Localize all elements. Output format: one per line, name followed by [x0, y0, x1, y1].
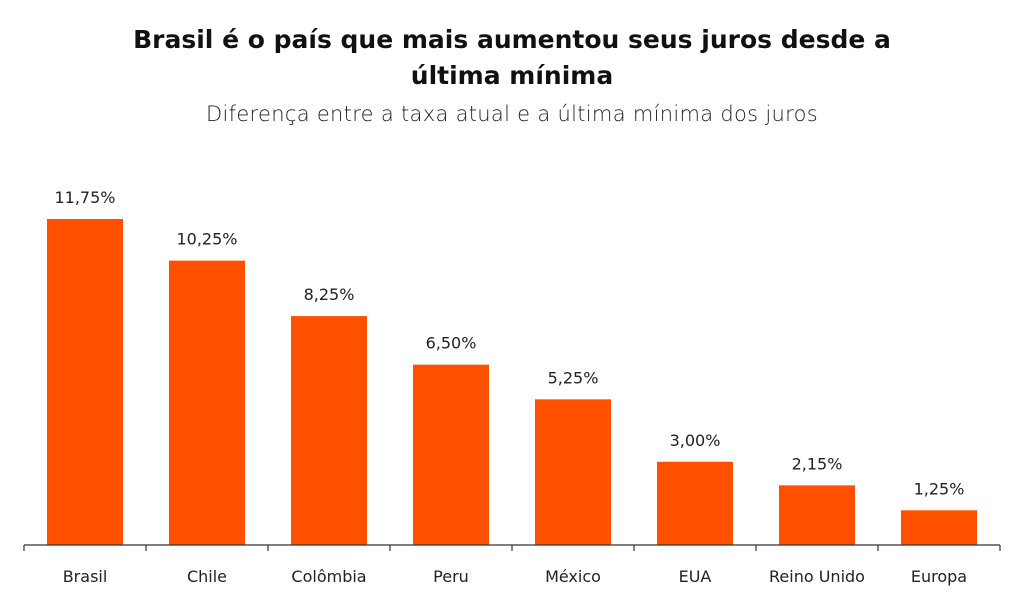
- chart-title-line-2: última mínima: [410, 61, 614, 90]
- category-label-reino-unido: Reino Unido: [769, 567, 865, 586]
- category-label-brasil: Brasil: [63, 567, 108, 586]
- value-label-reino-unido: 2,15%: [792, 454, 843, 473]
- value-label-brasil: 11,75%: [54, 188, 115, 207]
- bar-chile: [169, 260, 245, 545]
- bar-reino-unido: [779, 485, 855, 545]
- bar-eua: [657, 461, 733, 545]
- chart-subtitle: Diferença entre a taxa atual e a última …: [206, 102, 818, 126]
- value-label-mexico: 5,25%: [548, 368, 599, 387]
- x-axis: [23, 544, 1001, 551]
- bar-peru: [413, 364, 489, 545]
- category-label-chile: Chile: [187, 567, 227, 586]
- category-label-eua: EUA: [679, 567, 712, 586]
- category-label-peru: Peru: [433, 567, 469, 586]
- category-label-mexico: México: [545, 567, 601, 586]
- bar-mexico: [535, 399, 611, 545]
- value-label-peru: 6,50%: [426, 334, 477, 353]
- value-label-europa: 1,25%: [914, 479, 965, 498]
- value-label-colombia: 8,25%: [304, 285, 355, 304]
- category-label-colombia: Colômbia: [291, 567, 366, 586]
- bar-brasil: [47, 219, 123, 545]
- chart-title-line-1: Brasil é o país que mais aumentou seus j…: [133, 25, 891, 54]
- category-labels-group: Brasil Chile Colômbia Peru México EUA Reino Un…: [63, 567, 967, 586]
- value-label-eua: 3,00%: [670, 431, 721, 450]
- bars-group: [47, 219, 977, 545]
- category-label-europa: Europa: [911, 567, 967, 586]
- bar-europa: [901, 510, 977, 545]
- chart-title: Brasil é o país que mais aumentou seus j…: [0, 22, 1024, 94]
- bar-colombia: [291, 316, 367, 545]
- value-labels-group: 11,75% 10,25% 8,25% 6,50% 5,25% 3,00% 2,15% 1,2…: [54, 188, 964, 498]
- value-label-chile: 10,25%: [176, 230, 237, 249]
